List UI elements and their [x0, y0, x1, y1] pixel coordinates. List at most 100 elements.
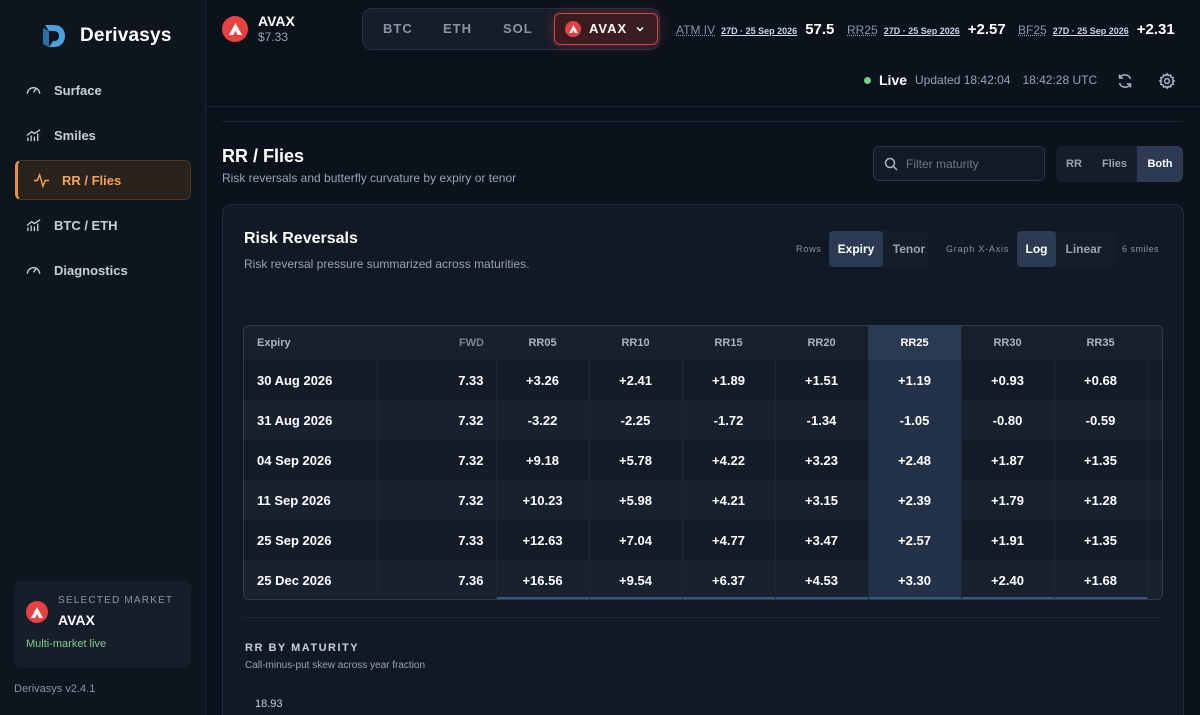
divider [222, 121, 1183, 122]
brand[interactable]: Derivasys [40, 22, 172, 50]
metric-rr25[interactable]: RR25 27D · 25 Sep 2026 +2.57 [847, 21, 1006, 38]
coin-symbol: AVAX [258, 13, 295, 29]
col-header-rr30[interactable]: RR30 [961, 326, 1054, 360]
metric-value: 57.5 [805, 21, 835, 38]
cell-rr25: +2.39 [867, 480, 961, 520]
gear-icon[interactable] [1158, 72, 1176, 90]
col-header-rr05[interactable]: RR05 [496, 326, 589, 360]
rows-expiry-button[interactable]: Expiry [829, 231, 883, 267]
cell-rr20: +3.15 [774, 480, 868, 520]
cell-rr15: +6.37 [681, 560, 775, 599]
view-rr-button[interactable]: RR [1066, 158, 1082, 170]
cell-rr20: +3.23 [774, 440, 868, 480]
col-header-rr15[interactable]: RR15 [682, 326, 775, 360]
graph-x-axis-label: Graph X-Axis [946, 244, 1010, 254]
cell-rr15: -1.72 [681, 400, 775, 440]
metric-bf25[interactable]: BF25 27D · 25 Sep 2026 +2.31 [1018, 21, 1175, 38]
cell-rr20: +3.47 [774, 520, 868, 560]
cell-fwd: 7.32 [376, 400, 496, 440]
sidebar-item-diagnostics[interactable]: Diagnostics [15, 250, 191, 290]
live-dot [864, 76, 871, 84]
cell-overflow [1146, 520, 1162, 560]
col-header-rr10[interactable]: RR10 [589, 326, 682, 360]
cell-rr05: +9.18 [495, 440, 589, 480]
col-header-fwd[interactable]: FWD [377, 326, 496, 360]
avax-icon [222, 15, 248, 42]
cell-expiry: 04 Sep 2026 [244, 440, 377, 480]
rr-by-maturity-subtitle: Call-minus-put skew across year fraction [245, 660, 426, 671]
cell-fwd: 7.32 [376, 440, 496, 480]
card-title: Risk Reversals [244, 230, 358, 247]
view-flies-button[interactable]: Flies [1101, 158, 1128, 170]
table-row[interactable]: 11 Sep 2026 7.32 +10.23 +5.98 +4.21 +3.15 +2.3… [244, 480, 1162, 520]
metric-atm-iv[interactable]: ATM IV 27D · 25 Sep 2026 57.5 [676, 21, 834, 38]
smiles-count: 6 smiles [1122, 244, 1160, 254]
rows-toggle: Expiry Tenor [829, 231, 929, 267]
table-row[interactable]: 25 Dec 2026 7.36 +16.56 +9.54 +6.37 +4.53 +3.3… [244, 560, 1162, 599]
app-version: Derivasys v2.4.1 [14, 683, 96, 695]
filter-maturity-field[interactable] [873, 146, 1045, 181]
cell-overflow [1146, 560, 1162, 599]
table-row[interactable]: 04 Sep 2026 7.32 +9.18 +5.78 +4.22 +3.23 +2.48… [244, 440, 1162, 480]
cell-rr35: +1.35 [1053, 520, 1147, 560]
tab-eth[interactable]: ETH [443, 21, 472, 36]
cell-rr35: +1.68 [1053, 560, 1147, 599]
brand-name: Derivasys [80, 25, 172, 46]
tab-sol[interactable]: SOL [503, 21, 533, 36]
cell-rr35: +0.68 [1053, 360, 1147, 400]
sidebar-item-label: BTC / ETH [54, 217, 118, 233]
metric-tenor: 27D · 25 Sep 2026 [721, 26, 798, 36]
col-header-expiry[interactable]: Expiry [244, 326, 377, 360]
gauge-icon [26, 86, 41, 94]
col-header-rr35[interactable]: RR35 [1054, 326, 1147, 360]
sidebar-item-label: Smiles [54, 127, 96, 143]
table-row[interactable]: 25 Sep 2026 7.33 +12.63 +7.04 +4.77 +3.47 +2.5… [244, 520, 1162, 560]
tab-avax[interactable]: AVAX [554, 13, 659, 45]
metric-tenor: 27D · 25 Sep 2026 [1052, 26, 1129, 36]
cell-rr05: +12.63 [495, 520, 589, 560]
asset-tabs: BTC ETH SOL AVAX [362, 8, 660, 50]
card-subtitle: Risk reversal pressure summarized across… [244, 257, 530, 271]
cell-rr30: +0.93 [960, 360, 1054, 400]
selected-market-card: SELECTED MARKET AVAX Multi-market live [14, 581, 191, 668]
x-axis-linear-button[interactable]: Linear [1065, 242, 1102, 256]
sidebar-item-label: RR / Flies [62, 172, 122, 188]
view-toggle: RR Flies Both [1056, 146, 1183, 182]
sidebar-item-surface[interactable]: Surface [15, 70, 191, 110]
col-header-rr25[interactable]: RR25 [868, 326, 961, 360]
avax-icon [565, 21, 581, 37]
divider [243, 617, 1163, 618]
refresh-icon[interactable] [1116, 72, 1134, 90]
filter-maturity-input[interactable] [906, 156, 1036, 171]
table-row[interactable]: 31 Aug 2026 7.32 -3.22 -2.25 -1.72 -1.34 -1.05… [244, 400, 1162, 440]
rows-tenor-button[interactable]: Tenor [892, 242, 926, 256]
selected-market-name: AVAX [58, 612, 95, 628]
y-axis-tick: 18.93 [255, 698, 283, 710]
cell-expiry: 11 Sep 2026 [244, 480, 377, 520]
cell-rr10: +7.04 [588, 520, 682, 560]
sidebar-item-rr-flies[interactable]: RR / Flies [15, 160, 191, 200]
sidebar-item-smiles[interactable]: Smiles [15, 115, 191, 155]
cell-expiry: 30 Aug 2026 [244, 360, 377, 400]
cell-overflow [1146, 440, 1162, 480]
x-axis-log-button[interactable]: Log [1017, 231, 1056, 267]
cell-rr35: +1.35 [1053, 440, 1147, 480]
bar-trend-icon [26, 128, 41, 141]
table-row[interactable]: 30 Aug 2026 7.33 +3.26 +2.41 +1.89 +1.51 +1.19… [244, 360, 1162, 400]
sidebar-item-label: Surface [54, 82, 102, 98]
search-icon [884, 157, 898, 171]
gauge-icon [26, 266, 41, 274]
col-header-rr20[interactable]: RR20 [775, 326, 868, 360]
cell-rr35: +1.28 [1053, 480, 1147, 520]
sidebar-item-btc-eth[interactable]: BTC / ETH [15, 205, 191, 245]
cell-rr05: +10.23 [495, 480, 589, 520]
cell-rr30: +1.91 [960, 520, 1054, 560]
top-bar: AVAX $7.33 BTC ETH SOL AVAX ATM IV 27D ·… [206, 0, 1200, 107]
cell-expiry: 25 Sep 2026 [244, 520, 377, 560]
cell-rr20: -1.34 [774, 400, 868, 440]
view-both-button[interactable]: Both [1137, 146, 1183, 182]
cell-rr05: +3.26 [495, 360, 589, 400]
metric-name: ATM IV [676, 23, 716, 37]
updated-time: Updated 18:42:04 [915, 73, 1011, 87]
tab-btc[interactable]: BTC [383, 21, 413, 36]
